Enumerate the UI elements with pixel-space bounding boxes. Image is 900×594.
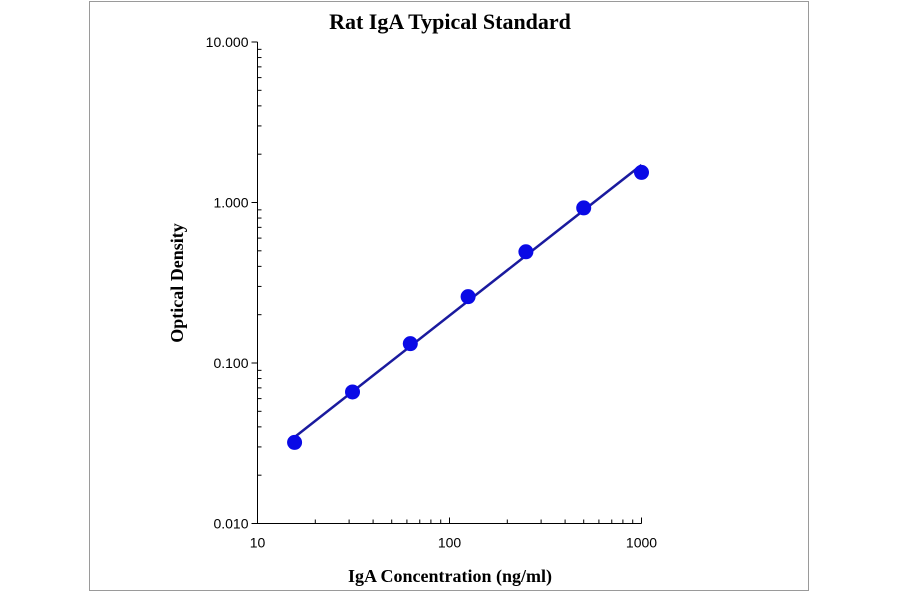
y-tick-label: 0.100 [213,355,248,371]
x-tick-label: 100 [438,535,462,551]
chart-title: Rat IgA Typical Standard [329,9,571,34]
chart-frame [89,1,809,591]
data-point [345,384,361,400]
data-point [518,244,534,260]
data-point [460,289,476,305]
x-axis-label: IgA Concentration (ng/ml) [348,566,552,587]
x-tick-label: 1000 [626,535,657,551]
data-point [576,200,592,216]
data-point [287,434,303,450]
data-point [402,336,418,352]
y-tick-label: 10.000 [206,34,249,50]
y-axis-label: Optical Density [167,223,187,343]
y-tick-label: 1.000 [213,195,248,211]
x-tick-label: 10 [250,535,266,551]
data-point [634,164,649,180]
y-tick-label: 0.010 [213,516,248,532]
